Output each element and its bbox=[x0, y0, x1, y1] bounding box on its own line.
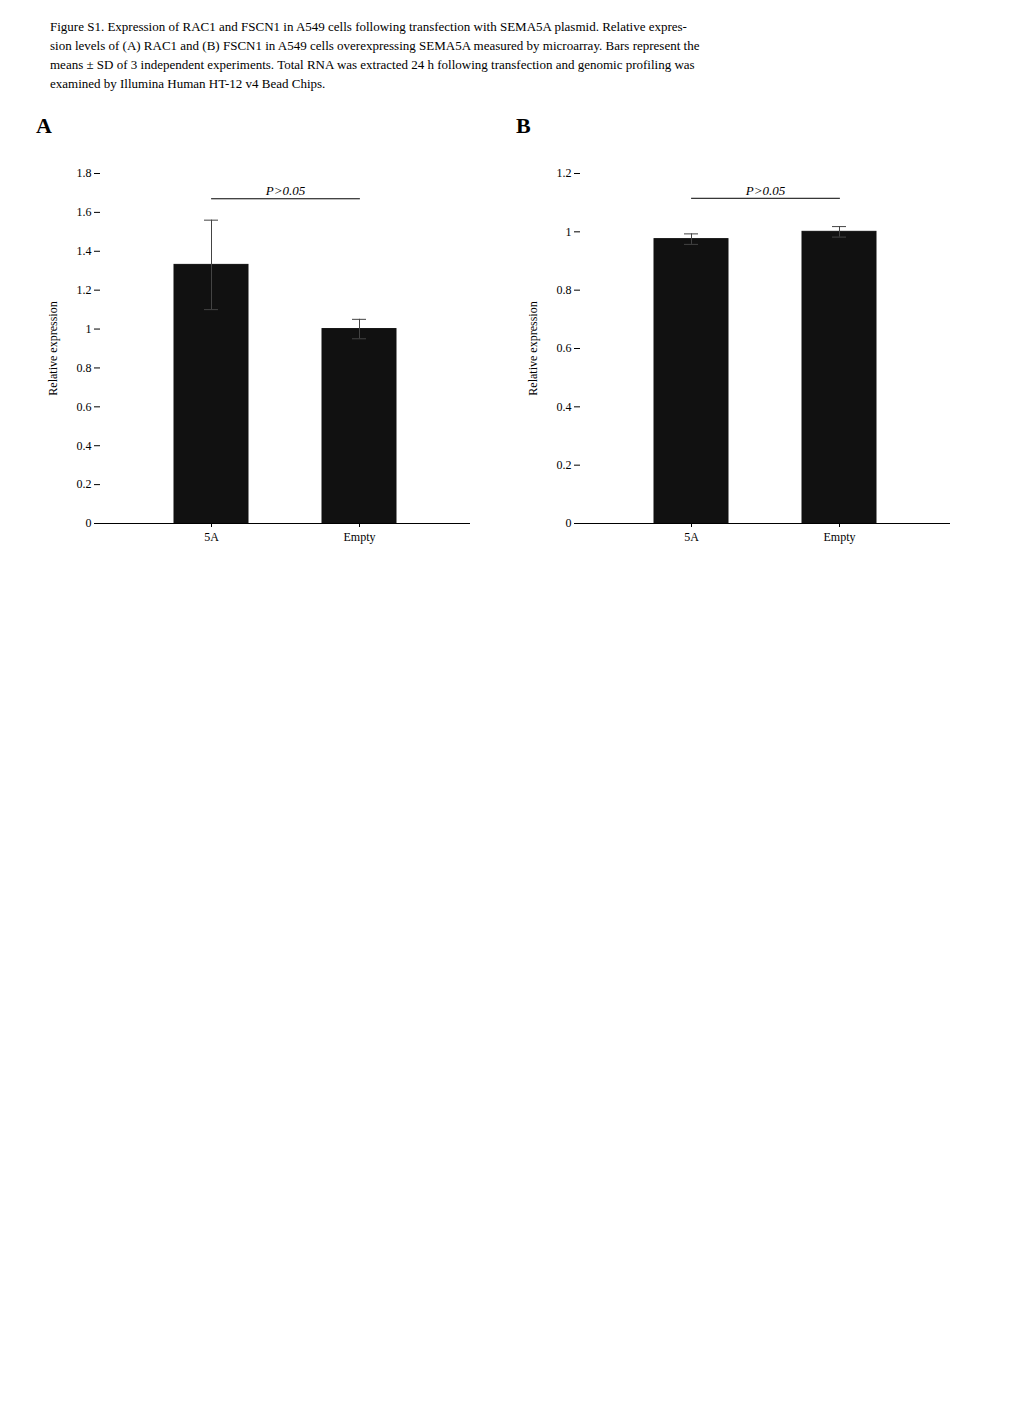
svg-text:Empty: Empty bbox=[824, 530, 856, 544]
svg-text:0.6: 0.6 bbox=[77, 400, 92, 414]
html-text:B: B bbox=[516, 113, 531, 139]
svg-text:1.2: 1.2 bbox=[77, 283, 92, 297]
svg-text:Relative expression: Relative expression bbox=[526, 302, 540, 396]
svg-text:0: 0 bbox=[86, 517, 92, 531]
html-text:sion levels of (A) RAC1 and (B: sion levels of (A) RAC1 and (B) FSCN1 in… bbox=[50, 37, 700, 53]
svg-text:0.2: 0.2 bbox=[77, 478, 92, 492]
html-text:examined by Illumina Human HT-: examined by Illumina Human HT-12 v4 Bead… bbox=[50, 75, 326, 91]
svg-text:1.6: 1.6 bbox=[77, 206, 92, 220]
svg-text:P>0.05: P>0.05 bbox=[265, 183, 306, 198]
svg-text:1: 1 bbox=[566, 225, 572, 239]
svg-text:1: 1 bbox=[86, 322, 92, 336]
html-text:means ± SD of 3 independent ex: means ± SD of 3 independent experiments.… bbox=[50, 56, 695, 72]
html-text:A: A bbox=[36, 113, 52, 139]
svg-text:0: 0 bbox=[566, 517, 572, 531]
svg-text:Empty: Empty bbox=[344, 530, 376, 544]
svg-text:5A: 5A bbox=[684, 530, 699, 544]
svg-text:0.6: 0.6 bbox=[557, 342, 572, 356]
svg-text:1.4: 1.4 bbox=[77, 244, 92, 258]
svg-text:0.8: 0.8 bbox=[557, 283, 572, 297]
svg-text:0.4: 0.4 bbox=[77, 439, 92, 453]
svg-text:P>0.05: P>0.05 bbox=[745, 184, 786, 199]
svg-text:Relative expression: Relative expression bbox=[46, 302, 60, 396]
svg-text:0.4: 0.4 bbox=[557, 400, 572, 414]
html-text:Figure S1. Expression of RAC1: Figure S1. Expression of RAC1 and FSCN1 … bbox=[50, 19, 687, 34]
svg-text:1.2: 1.2 bbox=[557, 167, 572, 181]
svg-text:0.2: 0.2 bbox=[557, 458, 572, 472]
svg-text:0.8: 0.8 bbox=[77, 361, 92, 375]
svg-text:1.8: 1.8 bbox=[77, 167, 92, 181]
svg-text:5A: 5A bbox=[204, 530, 219, 544]
